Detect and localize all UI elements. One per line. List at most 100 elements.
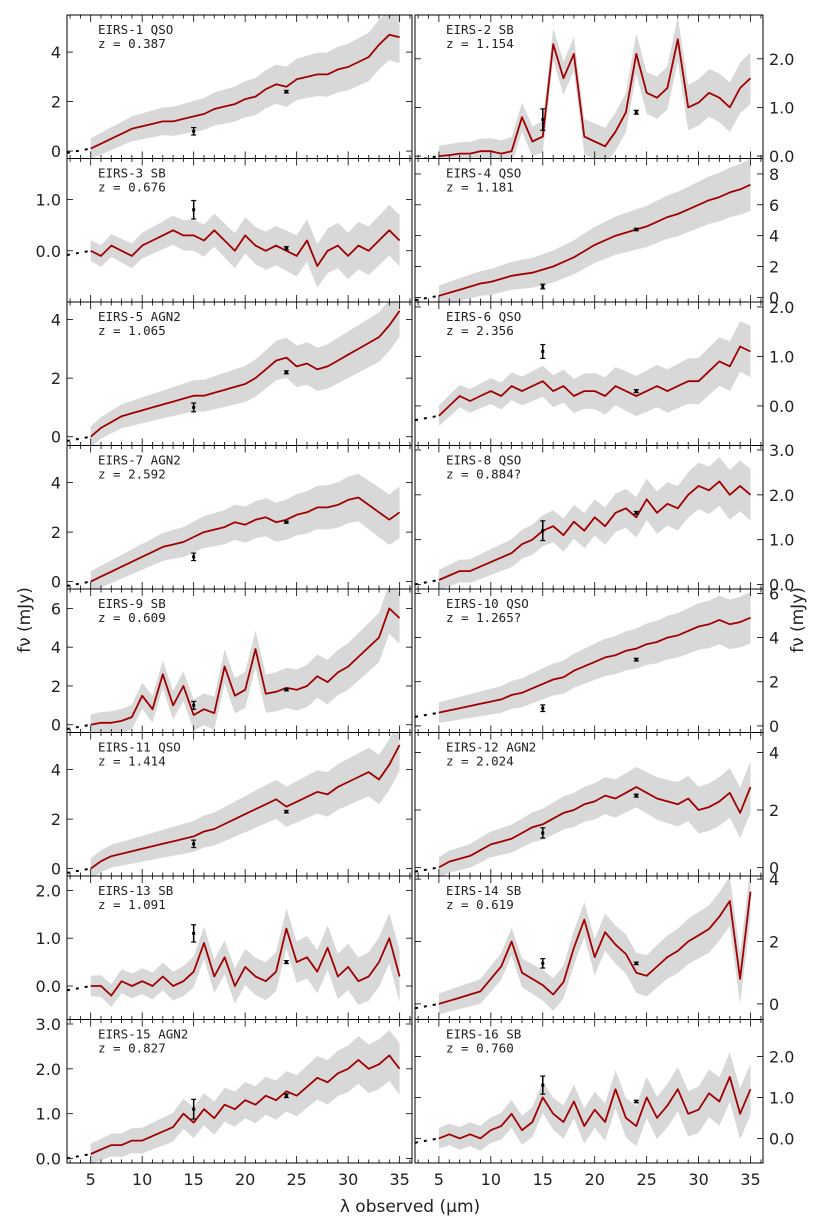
x-tick-label: 5 xyxy=(434,1170,444,1189)
panel-eirs-3: 0.0 1.0 EIRS-3 SBz = 0.676 xyxy=(36,158,413,303)
plot-area xyxy=(67,732,401,876)
y-tick-label: 1.0 xyxy=(769,98,794,117)
panel-title: EIRS-16 SB xyxy=(446,1027,521,1042)
plot-area xyxy=(67,302,401,446)
x-tick-label: 30 xyxy=(338,1170,358,1189)
continuum-extension xyxy=(67,147,91,154)
photometry-point xyxy=(633,227,639,232)
panel-title: EIRS-9 SB xyxy=(98,596,166,611)
continuum-extension xyxy=(67,867,91,874)
y-tick-label: 2.0 xyxy=(769,1047,794,1066)
x-tick-label: 25 xyxy=(286,1170,306,1189)
panel-eirs-14: 0 2 4 EIRS-14 SBz = 0.619 xyxy=(414,870,779,1020)
panel-redshift: z = 2.592 xyxy=(98,467,166,482)
y-tick-label: 0 xyxy=(51,428,61,447)
continuum-extension xyxy=(415,1137,440,1144)
uncertainty-band xyxy=(90,204,400,288)
y-tick-label: 1.0 xyxy=(769,347,794,366)
x-tick-label: 15 xyxy=(533,1170,553,1189)
y-tick-label: 0 xyxy=(769,858,779,877)
spectrum-line xyxy=(90,744,401,870)
uncertainty-band xyxy=(438,761,751,876)
y-tick-label: 2.0 xyxy=(769,50,794,69)
photometry-point xyxy=(283,370,289,375)
y-tick-label: 0.0 xyxy=(36,242,61,261)
continuum-extension xyxy=(415,1002,440,1010)
uncertainty-band xyxy=(90,473,400,589)
y-tick-label: 0 xyxy=(51,142,61,161)
panel-title: EIRS-15 AGN2 xyxy=(98,1027,188,1042)
y-tick-label: 1.0 xyxy=(36,1105,61,1124)
y-tick-label: 1.0 xyxy=(769,531,794,550)
panel-redshift: z = 1.091 xyxy=(98,897,166,912)
panel-frame xyxy=(66,1019,413,1164)
y-tick-label: 2.0 xyxy=(36,881,61,900)
photometry-point xyxy=(540,520,546,542)
panel-redshift: z = 0.884? xyxy=(446,467,521,482)
spectrum-line xyxy=(438,480,752,581)
y-tick-label: 2 xyxy=(769,673,779,692)
panel-redshift: z = 0.609 xyxy=(98,610,166,625)
x-axis-title: λ observed (μm) xyxy=(340,1197,480,1217)
panel-title: EIRS-13 SB xyxy=(98,883,173,898)
uncertainty-band xyxy=(90,589,400,733)
spectrum-line xyxy=(90,927,401,997)
plot-area xyxy=(415,1052,752,1151)
y-tick-label: 2 xyxy=(51,810,61,829)
y-tick-label: 2.0 xyxy=(769,486,794,505)
panel-title: EIRS-7 AGN2 xyxy=(98,453,181,468)
spectrum-line xyxy=(438,786,752,869)
photometry-point xyxy=(633,657,639,662)
plot-area xyxy=(67,473,401,589)
plot-area xyxy=(67,15,400,159)
photometry-point xyxy=(540,827,546,839)
continuum-extension xyxy=(415,579,440,586)
photometry-point xyxy=(191,924,197,943)
photometry-point xyxy=(191,552,197,562)
uncertainty-band xyxy=(438,876,751,1015)
y-tick-label: 2.0 xyxy=(36,1060,61,1079)
y-tick-label: 0 xyxy=(51,573,61,592)
y-tick-label: 1.0 xyxy=(36,191,61,210)
y-tick-label: 2.0 xyxy=(769,298,794,317)
panel-eirs-9: 0 2 4 6 EIRS-9 SBz = 0.609 xyxy=(51,588,413,735)
spectrum-line xyxy=(90,310,401,438)
y-tick-label: 4 xyxy=(769,744,779,763)
continuum-extension xyxy=(419,155,440,159)
x-tick-label: 30 xyxy=(688,1170,708,1189)
y-tick-label: 2 xyxy=(769,933,779,952)
photometry-point xyxy=(633,109,639,115)
continuum-extension xyxy=(67,723,91,731)
y-tick-label: 4 xyxy=(51,43,61,62)
y-tick-label: 4 xyxy=(51,474,61,493)
continuum-extension xyxy=(415,711,440,718)
continuum-extension xyxy=(415,414,440,422)
panel-redshift: z = 2.356 xyxy=(446,323,514,338)
spectrum-line xyxy=(438,38,752,157)
photometry-point xyxy=(540,283,546,290)
panel-eirs-16: 0.0 1.0 2.0 EIRS-16 SBz = 0.760 xyxy=(414,1019,794,1164)
panel-redshift: z = 0.760 xyxy=(446,1041,514,1056)
panel-eirs-2: 0.0 1.0 2.0 EIRS-2 SBz = 1.154 xyxy=(414,14,794,166)
uncertainty-band xyxy=(438,158,751,302)
photometry-point xyxy=(540,1075,546,1095)
panel-redshift: z = 0.387 xyxy=(98,36,166,51)
panel-redshift: z = 1.265? xyxy=(446,610,521,625)
plot-area xyxy=(419,17,752,159)
uncertainty-band xyxy=(438,457,751,589)
plot-area xyxy=(67,908,401,1007)
photometry-point xyxy=(283,688,289,692)
y-tick-label: 0 xyxy=(769,717,779,736)
y-tick-label: 3.0 xyxy=(769,441,794,460)
spectrum-line xyxy=(438,345,751,417)
photometry-point xyxy=(283,1093,289,1099)
panel-title: EIRS-4 QSO xyxy=(446,166,521,181)
spectrum-line xyxy=(90,229,401,268)
photometry-point xyxy=(283,246,289,251)
